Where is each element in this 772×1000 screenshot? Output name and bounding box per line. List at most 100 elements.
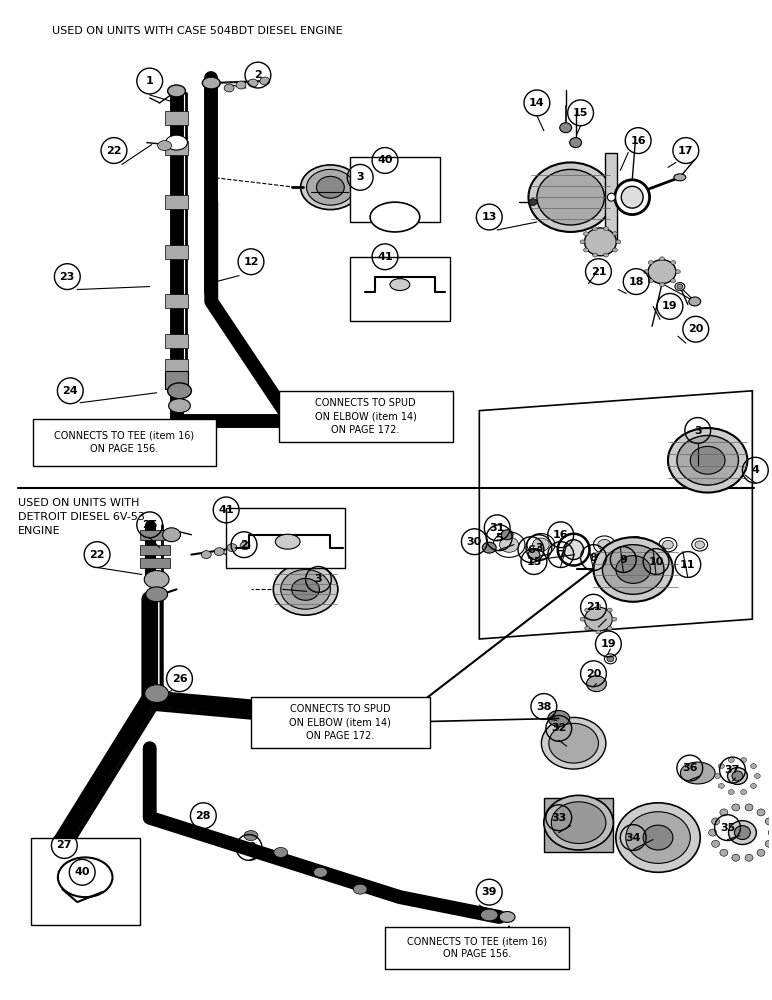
Bar	[164, 334, 188, 348]
Text: 2: 2	[254, 70, 262, 80]
Text: 27: 27	[56, 840, 72, 850]
Text: 20: 20	[688, 324, 703, 334]
Text: 37: 37	[725, 765, 740, 775]
Ellipse shape	[163, 528, 181, 542]
Ellipse shape	[604, 227, 608, 231]
Text: 18: 18	[628, 277, 644, 287]
Ellipse shape	[608, 193, 615, 201]
Ellipse shape	[630, 540, 642, 549]
Ellipse shape	[551, 802, 606, 844]
Bar	[251, 697, 430, 748]
Ellipse shape	[548, 710, 570, 726]
Ellipse shape	[580, 617, 585, 621]
Ellipse shape	[604, 253, 608, 257]
Ellipse shape	[528, 550, 540, 560]
Text: 40: 40	[388, 190, 401, 200]
Ellipse shape	[616, 803, 700, 872]
Ellipse shape	[674, 174, 686, 181]
Ellipse shape	[580, 240, 585, 244]
Ellipse shape	[224, 84, 234, 92]
Text: 30: 30	[467, 537, 482, 547]
Ellipse shape	[480, 909, 498, 921]
Bar	[543, 798, 613, 852]
Text: 10: 10	[648, 557, 664, 567]
Text: 3: 3	[315, 574, 322, 584]
Ellipse shape	[727, 768, 747, 784]
Ellipse shape	[594, 536, 615, 553]
Text: 17: 17	[678, 146, 693, 156]
Ellipse shape	[390, 279, 410, 291]
Text: 14: 14	[529, 98, 545, 108]
Text: 19: 19	[662, 301, 678, 311]
Ellipse shape	[313, 867, 327, 877]
Ellipse shape	[300, 165, 361, 210]
Ellipse shape	[543, 795, 613, 850]
Ellipse shape	[643, 825, 673, 850]
Ellipse shape	[734, 826, 750, 840]
Bar	[279, 391, 452, 442]
Ellipse shape	[732, 854, 740, 861]
Ellipse shape	[227, 544, 237, 552]
Text: 16: 16	[631, 136, 646, 146]
Ellipse shape	[584, 607, 612, 631]
Ellipse shape	[144, 685, 168, 703]
Ellipse shape	[244, 831, 258, 841]
Ellipse shape	[584, 232, 588, 236]
Bar	[226, 508, 345, 568]
Ellipse shape	[537, 169, 604, 225]
Text: 29: 29	[241, 842, 257, 852]
Text: 3: 3	[694, 426, 702, 436]
Ellipse shape	[757, 849, 765, 856]
Ellipse shape	[695, 541, 705, 548]
Ellipse shape	[584, 228, 616, 256]
Ellipse shape	[565, 539, 580, 551]
Text: 33: 33	[551, 813, 567, 823]
Ellipse shape	[527, 534, 555, 556]
Ellipse shape	[740, 757, 747, 762]
Ellipse shape	[168, 399, 191, 413]
Ellipse shape	[659, 538, 677, 552]
Text: 2: 2	[240, 540, 248, 550]
Ellipse shape	[570, 138, 581, 148]
Ellipse shape	[240, 542, 250, 550]
Bar	[164, 141, 188, 155]
Ellipse shape	[608, 626, 612, 630]
Bar	[32, 419, 216, 466]
Ellipse shape	[592, 253, 598, 257]
Ellipse shape	[712, 840, 720, 847]
Text: 24: 24	[63, 386, 78, 396]
Ellipse shape	[557, 534, 590, 566]
Text: 35: 35	[720, 823, 735, 833]
Ellipse shape	[709, 829, 716, 836]
Text: 8: 8	[590, 553, 598, 563]
Ellipse shape	[359, 715, 381, 731]
Ellipse shape	[596, 604, 601, 608]
Ellipse shape	[728, 757, 734, 762]
Ellipse shape	[692, 538, 708, 551]
Ellipse shape	[292, 578, 320, 600]
Ellipse shape	[202, 77, 220, 89]
Ellipse shape	[719, 764, 724, 769]
Text: 3: 3	[357, 172, 364, 182]
Ellipse shape	[560, 123, 571, 133]
Bar	[164, 245, 188, 259]
Bar	[164, 111, 188, 125]
Ellipse shape	[58, 857, 113, 897]
Bar	[350, 157, 439, 222]
Text: 6: 6	[527, 545, 535, 555]
Ellipse shape	[671, 261, 676, 265]
Ellipse shape	[616, 556, 651, 583]
Ellipse shape	[541, 717, 606, 769]
Ellipse shape	[248, 79, 258, 87]
Ellipse shape	[765, 840, 772, 847]
Ellipse shape	[564, 540, 584, 560]
Text: 19: 19	[601, 639, 616, 649]
Ellipse shape	[276, 534, 300, 549]
Bar	[385, 927, 569, 969]
Ellipse shape	[671, 279, 676, 283]
Text: 41: 41	[378, 252, 393, 262]
Text: 7: 7	[557, 550, 564, 560]
Ellipse shape	[201, 551, 212, 559]
Ellipse shape	[493, 532, 525, 557]
Ellipse shape	[604, 654, 616, 664]
